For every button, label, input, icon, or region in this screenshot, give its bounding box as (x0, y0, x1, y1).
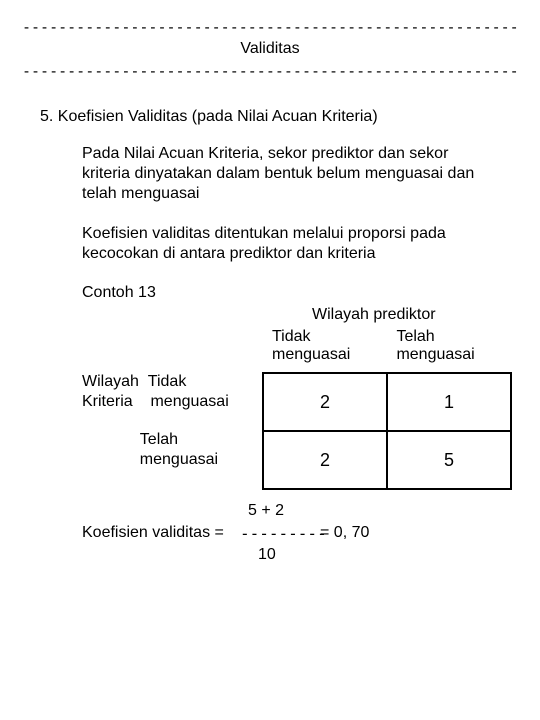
cell-r2c2: 5 (387, 431, 511, 489)
col1-header-line2: menguasai (272, 346, 392, 364)
section-heading: 5. Koefisien Validitas (pada Nilai Acuan… (40, 108, 518, 126)
paragraph-2: Koefisien validitas ditentukan melalui p… (82, 224, 498, 264)
cell-r1c2: 1 (387, 373, 511, 431)
table-row: 2 1 (263, 373, 511, 431)
row-area-sub: Kriteria (82, 393, 133, 410)
formula-denominator: 10 (258, 546, 276, 564)
divider-bottom: ----------------------------------------… (22, 62, 518, 80)
table-row: 2 5 (263, 431, 511, 489)
row2-line1: Telah (140, 431, 178, 448)
example-label: Contoh 13 (82, 284, 518, 302)
row1-line2: menguasai (150, 393, 228, 410)
col2-header-line1: Telah (396, 328, 434, 346)
matrix-table: 2 1 2 5 (262, 372, 512, 490)
formula-result: = 0, 70 (320, 524, 369, 542)
row-labels: Wilayah Tidak Kriteria menguasai Telah m… (82, 372, 229, 470)
formula: Koefisien validitas = 5 + 2 --------- 10… (82, 502, 518, 566)
divider-top: ----------------------------------------… (22, 18, 518, 36)
formula-numerator: 5 + 2 (248, 502, 284, 520)
formula-label: Koefisien validitas = (82, 524, 224, 542)
row1-line1: Tidak (148, 373, 187, 390)
predictor-title: Wilayah prediktor (312, 306, 436, 324)
cell-r2c1: 2 (263, 431, 387, 489)
page-title: Validitas (22, 36, 518, 62)
paragraph-1: Pada Nilai Acuan Kriteria, sekor predikt… (82, 144, 498, 204)
formula-divider: --------- (240, 524, 327, 543)
col2-header-line2: menguasai (396, 346, 474, 364)
cell-r1c1: 2 (263, 373, 387, 431)
row2-line2: menguasai (140, 451, 218, 468)
predictor-headers: Tidak Telah menguasai menguasai (272, 328, 475, 364)
row-area-label: Wilayah (82, 373, 139, 390)
col1-header-line1: Tidak (272, 328, 392, 346)
